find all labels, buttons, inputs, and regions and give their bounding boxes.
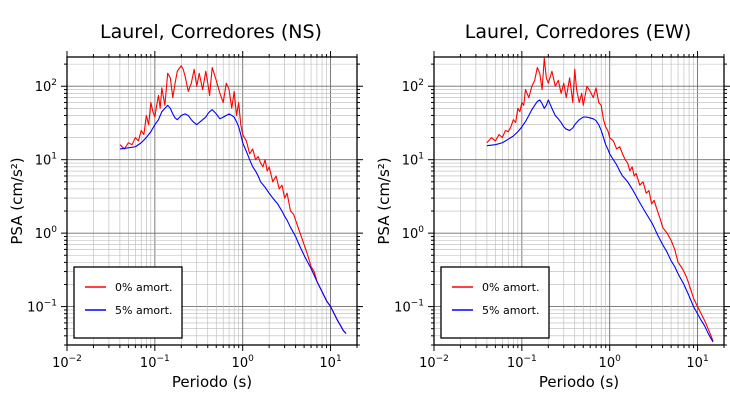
y-tick-label: 100: [35, 225, 58, 242]
series-line-undamped: [486, 57, 714, 342]
x-tick-label: 10−1: [507, 354, 537, 371]
y-tick-label: 10−1: [394, 299, 424, 316]
x-tick-label: 10−2: [52, 354, 82, 371]
chart-panel-ew: Laurel, Corredores (EW) 10−2 10−1 100 101 10−…: [375, 21, 730, 391]
y-tick-label: 102: [35, 78, 57, 95]
series-line-damped: [119, 104, 347, 334]
legend-label: 5% amort.: [482, 304, 539, 317]
x-tick-label: 10−2: [419, 354, 449, 371]
x-tick-label: 100: [599, 354, 622, 371]
grid: [434, 57, 724, 345]
series-line-damped: [486, 99, 714, 343]
x-axis-label: Periodo (s): [172, 373, 252, 391]
plot-frame: [433, 56, 725, 346]
y-tick-label: 10−1: [27, 299, 57, 316]
x-tick-label: 101: [319, 354, 341, 371]
x-tick-label: 100: [232, 354, 255, 371]
y-tick-label: 102: [402, 78, 424, 95]
y-axis-label: PSA (cm/s²): [375, 157, 393, 244]
legend-box: [440, 266, 550, 339]
legend: 0% amort. 5% amort.: [440, 266, 550, 339]
legend-label: 5% amort.: [115, 304, 172, 317]
legend-box: [73, 266, 183, 339]
legend: 0% amort. 5% amort.: [73, 266, 183, 339]
chart-title: Laurel, Corredores (EW): [465, 21, 692, 43]
y-axis-label: PSA (cm/s²): [8, 157, 26, 244]
series-line-undamped: [119, 65, 347, 334]
chart-panel-ns: Laurel, Corredores (NS) 10−2 10−1 100 101 10−…: [8, 21, 363, 391]
legend-label: 0% amort.: [482, 281, 539, 294]
y-tick-label: 101: [402, 152, 424, 169]
x-tick-label: 10−1: [140, 354, 170, 371]
y-tick-label: 100: [402, 225, 425, 242]
y-tick-label: 101: [35, 152, 57, 169]
plot-frame: [66, 56, 358, 346]
x-tick-label: 101: [686, 354, 708, 371]
legend-label: 0% amort.: [115, 281, 172, 294]
chart-title: Laurel, Corredores (NS): [100, 21, 322, 43]
x-axis-label: Periodo (s): [539, 373, 619, 391]
